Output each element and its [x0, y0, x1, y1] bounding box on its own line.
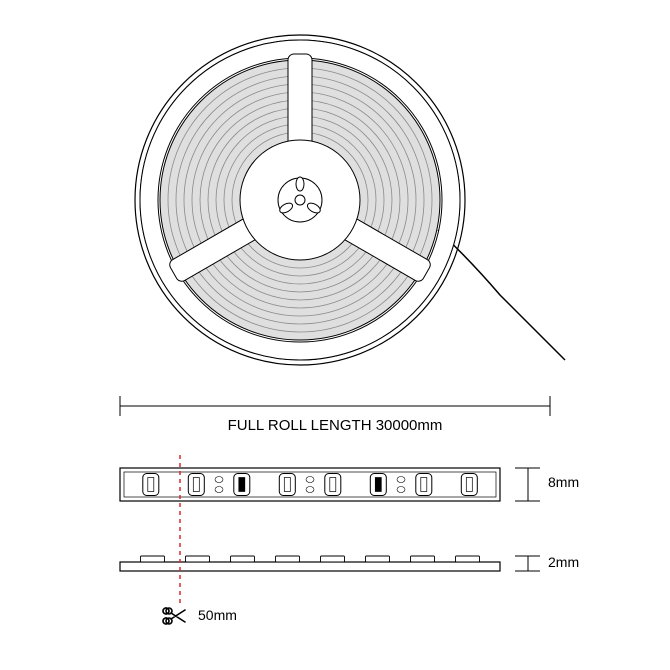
led-die: [284, 478, 290, 492]
strip-side-base: [120, 562, 500, 571]
solder-pad: [397, 487, 405, 493]
strip-top-pcb: [124, 472, 496, 497]
led-die: [466, 478, 472, 492]
led-side-bump: [231, 556, 255, 562]
strip-side-dim-label: 2mm: [548, 554, 579, 570]
cut-length-label: 50mm: [198, 607, 237, 623]
led-die: [375, 478, 381, 492]
reel-leader-wire: [438, 230, 565, 360]
reel-assembly: [135, 35, 565, 365]
strip-side-dimension: [515, 556, 540, 571]
led-side-bump: [411, 556, 435, 562]
led-side-bump: [186, 556, 210, 562]
led-die: [239, 478, 245, 492]
solder-pad: [306, 477, 314, 483]
full-length-dimension: [120, 396, 550, 416]
led-die: [330, 478, 336, 492]
led-die: [148, 478, 154, 492]
led-side-bump: [321, 556, 345, 562]
solder-pad: [215, 477, 223, 483]
strip-side-view: [120, 556, 500, 571]
led-strip-spec-diagram: FULL ROLL LENGTH 30000mm 8mm 2mm 50mm: [0, 0, 670, 670]
led-side-bump: [276, 556, 300, 562]
strip-top-dim-label: 8mm: [548, 474, 579, 490]
reel-center-hole: [295, 195, 305, 205]
solder-pad: [215, 487, 223, 493]
led-side-bump: [141, 556, 165, 562]
led-die: [193, 478, 199, 492]
solder-pad: [306, 487, 314, 493]
solder-pad: [397, 477, 405, 483]
strip-top-dimension: [515, 468, 540, 501]
led-die: [421, 478, 427, 492]
strip-top-view: [120, 468, 500, 501]
led-side-bump: [456, 556, 480, 562]
strip-side-bumps: [141, 556, 480, 562]
full-length-label: FULL ROLL LENGTH 30000mm: [228, 417, 443, 434]
scissors-icon: [163, 608, 185, 624]
led-side-bump: [366, 556, 390, 562]
